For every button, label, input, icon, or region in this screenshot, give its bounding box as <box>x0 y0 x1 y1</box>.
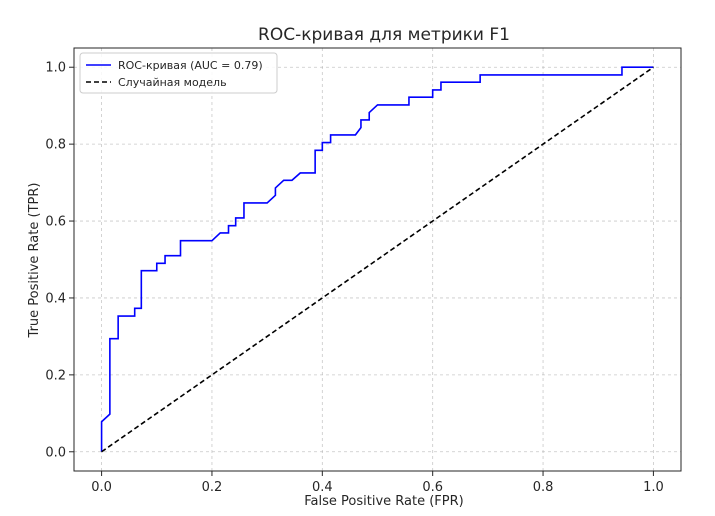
x-tick-label: 0.8 <box>533 480 554 495</box>
x-tick-label: 0.4 <box>312 480 333 495</box>
y-tick-label: 0.0 <box>45 445 66 460</box>
series-layer <box>100 66 654 453</box>
y-tick-label: 0.4 <box>45 291 66 306</box>
y-tick-label: 0.6 <box>45 215 66 230</box>
roc-curve-line <box>100 66 654 452</box>
plot-area-frame <box>73 47 682 472</box>
axis-ticks: 0.0 0.2 0.4 0.6 0.8 1.0 0.0 0.2 0.4 0.6 0.8 1.0 <box>45 61 663 495</box>
y-tick-label: 1.0 <box>45 61 66 76</box>
x-tick-label: 0.0 <box>91 480 112 495</box>
legend: ROC-кривая (AUC = 0.79) Случайная модель <box>79 52 278 94</box>
legend-label-roc-curve: ROC-кривая (AUC = 0.79) <box>118 59 263 72</box>
x-axis-title: False Positive Rate (FPR) <box>304 494 463 509</box>
x-tick-label: 0.6 <box>422 480 443 495</box>
y-tick-label: 0.2 <box>45 368 66 383</box>
legend-box <box>79 52 278 94</box>
x-tick-label: 0.2 <box>202 480 223 495</box>
x-tick-label: 1.0 <box>643 480 664 495</box>
legend-label-random-model: Случайная модель <box>118 76 227 89</box>
chart-title: ROC-кривая для метрики F1 <box>258 25 510 45</box>
y-axis-title: True Positive Rate (TPR) <box>27 183 42 339</box>
y-tick-label: 0.8 <box>45 138 66 153</box>
random-model-line <box>101 66 654 453</box>
grid <box>74 48 681 471</box>
